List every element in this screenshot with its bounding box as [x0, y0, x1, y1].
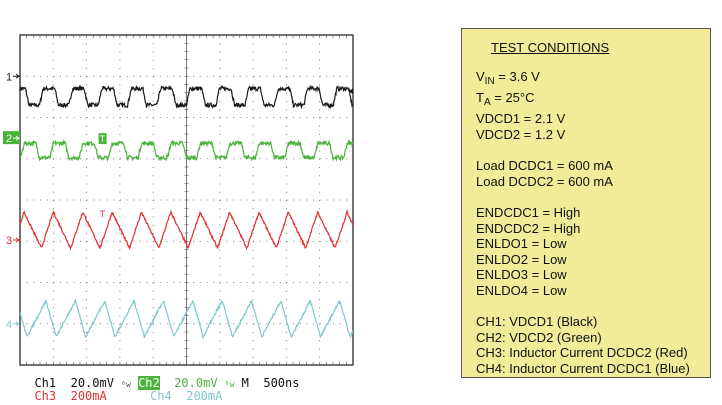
- condition-line: CH2: VDCD2 (Green): [476, 330, 602, 345]
- marker-label: 1: [6, 71, 12, 83]
- ta-value: = 25°C: [490, 90, 535, 105]
- channel-4-marker: 4: [6, 319, 20, 331]
- marker-label: 3: [6, 235, 12, 247]
- bandwidth-limit-icon: ᴮw: [224, 380, 235, 389]
- ch1-scale: 20.0mV: [70, 376, 114, 390]
- test-conditions-title: TEST CONDITIONS: [491, 40, 610, 55]
- marker-arrow-icon: [13, 73, 20, 79]
- timebase-value: 500ns: [263, 376, 300, 390]
- condition-line: CH4: Inductor Current DCDC1 (Blue): [476, 361, 690, 376]
- trace-ch3: [19, 208, 354, 251]
- ch2-label: Ch2: [138, 376, 160, 390]
- ch4-label: Ch4: [150, 389, 172, 403]
- marker-label: 4: [6, 319, 12, 331]
- ta-symbol: T: [476, 90, 484, 105]
- marker-badge: [3, 131, 20, 145]
- timebase-label: M: [241, 376, 249, 390]
- vin-line: VIN = 3.6 V: [476, 69, 540, 87]
- channel-2-marker: 2: [3, 131, 20, 145]
- vin-value: = 3.6 V: [494, 69, 540, 84]
- plot-frame: [19, 34, 354, 366]
- condition-line: CH3: Inductor Current DCDC2 (Red): [476, 345, 688, 360]
- channel-1-marker: 1: [6, 71, 20, 83]
- trigger-badge: [98, 133, 107, 145]
- trigger-level-label: T: [100, 209, 106, 219]
- bandwidth-limit-icon: ᴮw: [121, 380, 131, 389]
- channel-markers: 1 2 3 4 T T: [3, 71, 353, 331]
- condition-line: ENLDO4 = Low: [476, 283, 567, 298]
- ta-subscript: A: [483, 97, 491, 108]
- readout-row-2: Ch3 200mA Ch4 200mA: [20, 377, 222, 403]
- trace-ch1: [19, 84, 354, 110]
- condition-line: ENLDO2 = Low: [476, 252, 567, 267]
- condition-line: VDCD2 = 1.2 V: [476, 127, 566, 142]
- condition-line: ENLDO3 = Low: [476, 267, 567, 282]
- condition-line: Load DCDC1 = 600 mA: [476, 158, 613, 173]
- test-conditions-panel: TEST CONDITIONS VIN = 3.6 V TA = 25°C VD…: [461, 28, 711, 378]
- condition-line: CH1: VDCD1 (Black): [476, 314, 598, 329]
- grid: [19, 34, 354, 366]
- condition-line: ENDCDC2 = High: [476, 221, 581, 236]
- marker-arrow-icon: [13, 135, 20, 141]
- vin-subscript: IN: [484, 76, 495, 87]
- trace-ch2: [19, 139, 354, 162]
- traces: [19, 84, 354, 340]
- vin-symbol: V: [476, 69, 485, 84]
- marker-arrow-icon: [13, 321, 20, 327]
- ch3-scale: 200mA: [70, 389, 107, 403]
- trace-ch4: [19, 298, 354, 340]
- channel-3-marker: 3: [6, 235, 20, 247]
- ta-line: TA = 25°C: [476, 90, 535, 108]
- marker-label: 2: [6, 133, 12, 145]
- condition-line: ENDCDC1 = High: [476, 205, 581, 220]
- marker-arrow-icon: [13, 237, 20, 243]
- condition-line: VDCD1 = 2.1 V: [476, 111, 566, 126]
- trigger-label: T: [100, 134, 106, 144]
- condition-line: ENLDO1 = Low: [476, 236, 567, 251]
- trigger-marker: T: [98, 133, 107, 145]
- ch4-scale: 200mA: [186, 389, 223, 403]
- ch1-label: Ch1: [34, 376, 57, 390]
- trigger-position-icon: [349, 88, 353, 95]
- ch3-label: Ch3: [34, 389, 57, 403]
- oscilloscope-plot: 1 2 3 4 T T: [3, 34, 354, 366]
- condition-line: Load DCDC2 = 600 mA: [476, 174, 613, 189]
- ch2-scale: 20.0mV: [174, 376, 218, 390]
- readout-row-1: Ch1 20.0mV ᴮw Ch2 20.0mV ᴮw M 500ns: [20, 364, 299, 391]
